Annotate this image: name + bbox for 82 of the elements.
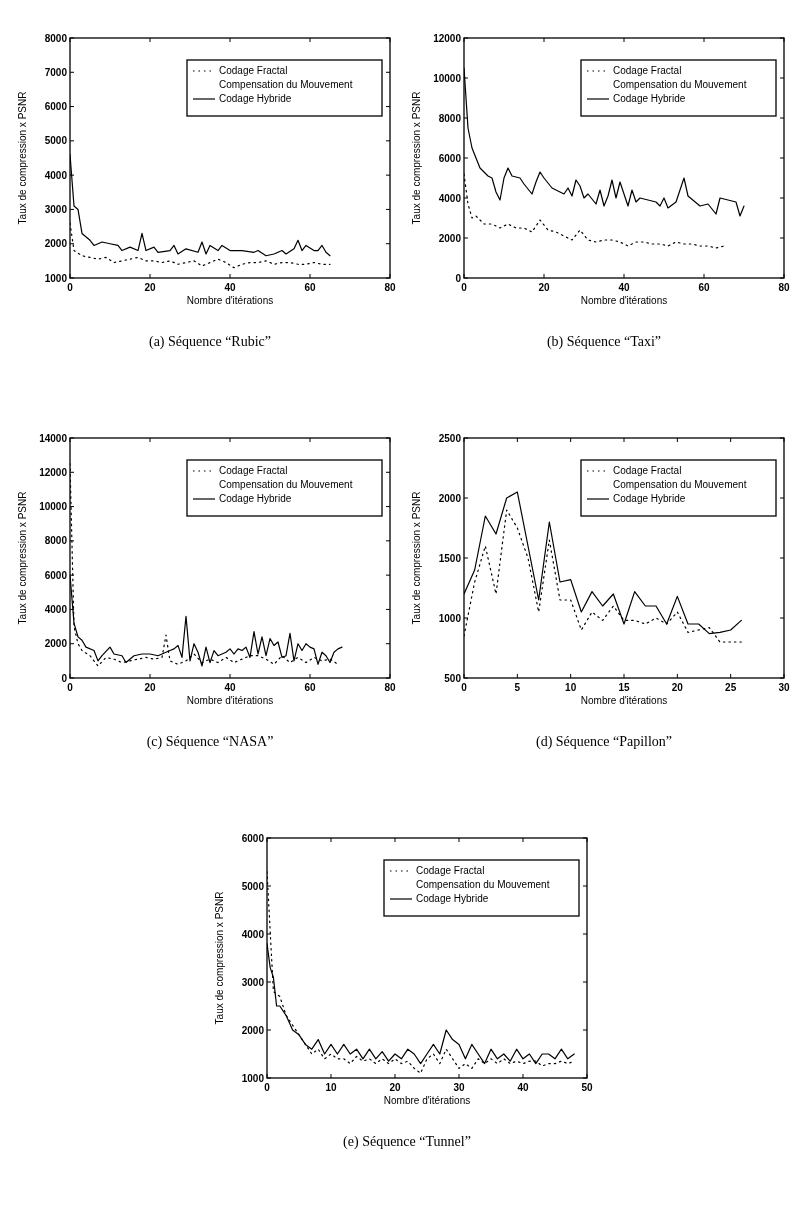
y-tick-label: 1000: [241, 1072, 265, 1084]
x-tick-label: 40: [224, 682, 236, 693]
x-tick-label: 10: [325, 1082, 337, 1093]
x-tick-label: 20: [389, 1082, 401, 1093]
legend-label: Codage Fractal Compensation du Mouvement: [613, 465, 747, 490]
x-tick-label: 60: [304, 282, 316, 293]
y-tick-label: 12000: [433, 32, 462, 44]
x-tick-label: 40: [517, 1082, 529, 1093]
y-tick-label: 3000: [44, 203, 68, 215]
legend-label: Codage Fractal Compensation du Mouvement: [416, 865, 550, 890]
text: (c) Séquence “NASA”: [146, 734, 274, 750]
y-tick-label: 8000: [44, 32, 68, 44]
y-axis-title: Taux de compression x PSNR: [17, 491, 28, 625]
y-tick-label: 2500: [438, 432, 462, 444]
x-tick-label: 40: [618, 282, 630, 293]
legend-label: Codage Hybride: [613, 93, 686, 104]
legend-label: Codage Fractal Compensation du Mouvement: [219, 465, 353, 490]
y-tick-label: 6000: [44, 569, 68, 581]
y-tick-label: 8000: [438, 112, 462, 124]
x-tick-label: 30: [453, 1082, 465, 1093]
x-tick-label: 20: [144, 682, 156, 693]
legend-label: Codage Fractal Compensation du Mouvement: [219, 65, 353, 90]
x-tick-label: 60: [304, 682, 316, 693]
legend-label: Codage Fractal Compensation du Mouvement: [613, 65, 747, 90]
y-tick-label: 5000: [241, 880, 265, 892]
y-axis-title: Taux de compression x PSNR: [214, 891, 225, 1025]
y-tick-label: 4000: [44, 169, 68, 181]
y-tick-label: 3000: [241, 976, 265, 988]
x-axis-title: Nombre d'itérations: [580, 295, 668, 306]
y-tick-label: 1000: [438, 612, 462, 624]
x-tick-label: 5: [514, 682, 521, 693]
x-tick-label: 40: [224, 282, 236, 293]
x-tick-label: 25: [725, 682, 737, 693]
y-tick-label: 500: [444, 672, 462, 684]
x-tick-label: 20: [538, 282, 550, 293]
y-tick-label: 4000: [438, 192, 462, 204]
y-axis-title: Taux de compression x PSNR: [17, 91, 28, 225]
y-tick-label: 4000: [44, 603, 68, 615]
y-tick-label: 6000: [44, 101, 68, 113]
y-tick-label: 2000: [438, 492, 462, 504]
y-tick-label: 6000: [438, 152, 462, 164]
x-tick-label: 80: [778, 282, 790, 293]
x-tick-label: 50: [581, 1082, 593, 1093]
y-axis-title: Taux de compression x PSNR: [411, 491, 422, 625]
y-tick-label: 10000: [433, 72, 462, 84]
y-tick-label: 0: [61, 672, 68, 684]
x-tick-label: 20: [671, 682, 684, 693]
legend-label: Codage Hybride: [613, 493, 686, 504]
text: (b) Séquence “Taxi”: [546, 334, 662, 350]
y-tick-label: 2000: [438, 232, 462, 244]
x-tick-label: 30: [778, 682, 790, 693]
y-tick-label: 1000: [44, 272, 68, 284]
x-tick-label: 80: [384, 682, 396, 693]
y-tick-label: 6000: [241, 832, 265, 844]
y-axis-title: Taux de compression x PSNR: [411, 91, 422, 225]
y-tick-label: 7000: [44, 66, 68, 78]
x-axis-title: Nombre d'itérations: [186, 295, 274, 306]
x-tick-label: 15: [618, 682, 630, 693]
legend-label: Codage Hybride: [219, 93, 292, 104]
text: (d) Séquence “Papillon”: [535, 734, 673, 750]
x-axis-title: Nombre d'itérations: [580, 695, 668, 706]
y-tick-label: 10000: [39, 501, 68, 513]
y-tick-label: 2000: [44, 638, 68, 650]
x-tick-label: 80: [384, 282, 396, 293]
y-tick-label: 4000: [241, 928, 265, 940]
legend-label: Codage Hybride: [416, 893, 489, 904]
x-tick-label: 60: [698, 282, 710, 293]
x-axis-title: Nombre d'itérations: [186, 695, 274, 706]
y-tick-label: 8000: [44, 535, 68, 547]
x-axis-title: Nombre d'itérations: [383, 1095, 471, 1106]
x-tick-label: 10: [565, 682, 577, 693]
y-tick-label: 2000: [44, 238, 68, 250]
text: (e) Séquence “Tunnel”: [343, 1134, 471, 1150]
y-tick-label: 2000: [241, 1024, 265, 1036]
y-tick-label: 12000: [39, 466, 68, 478]
y-tick-label: 0: [455, 272, 462, 284]
y-tick-label: 5000: [44, 135, 68, 147]
y-tick-label: 1500: [438, 552, 462, 564]
text: (a) Séquence “Rubic”: [148, 334, 272, 350]
legend-label: Codage Hybride: [219, 493, 292, 504]
y-tick-label: 14000: [39, 432, 68, 444]
x-tick-label: 20: [144, 282, 156, 293]
